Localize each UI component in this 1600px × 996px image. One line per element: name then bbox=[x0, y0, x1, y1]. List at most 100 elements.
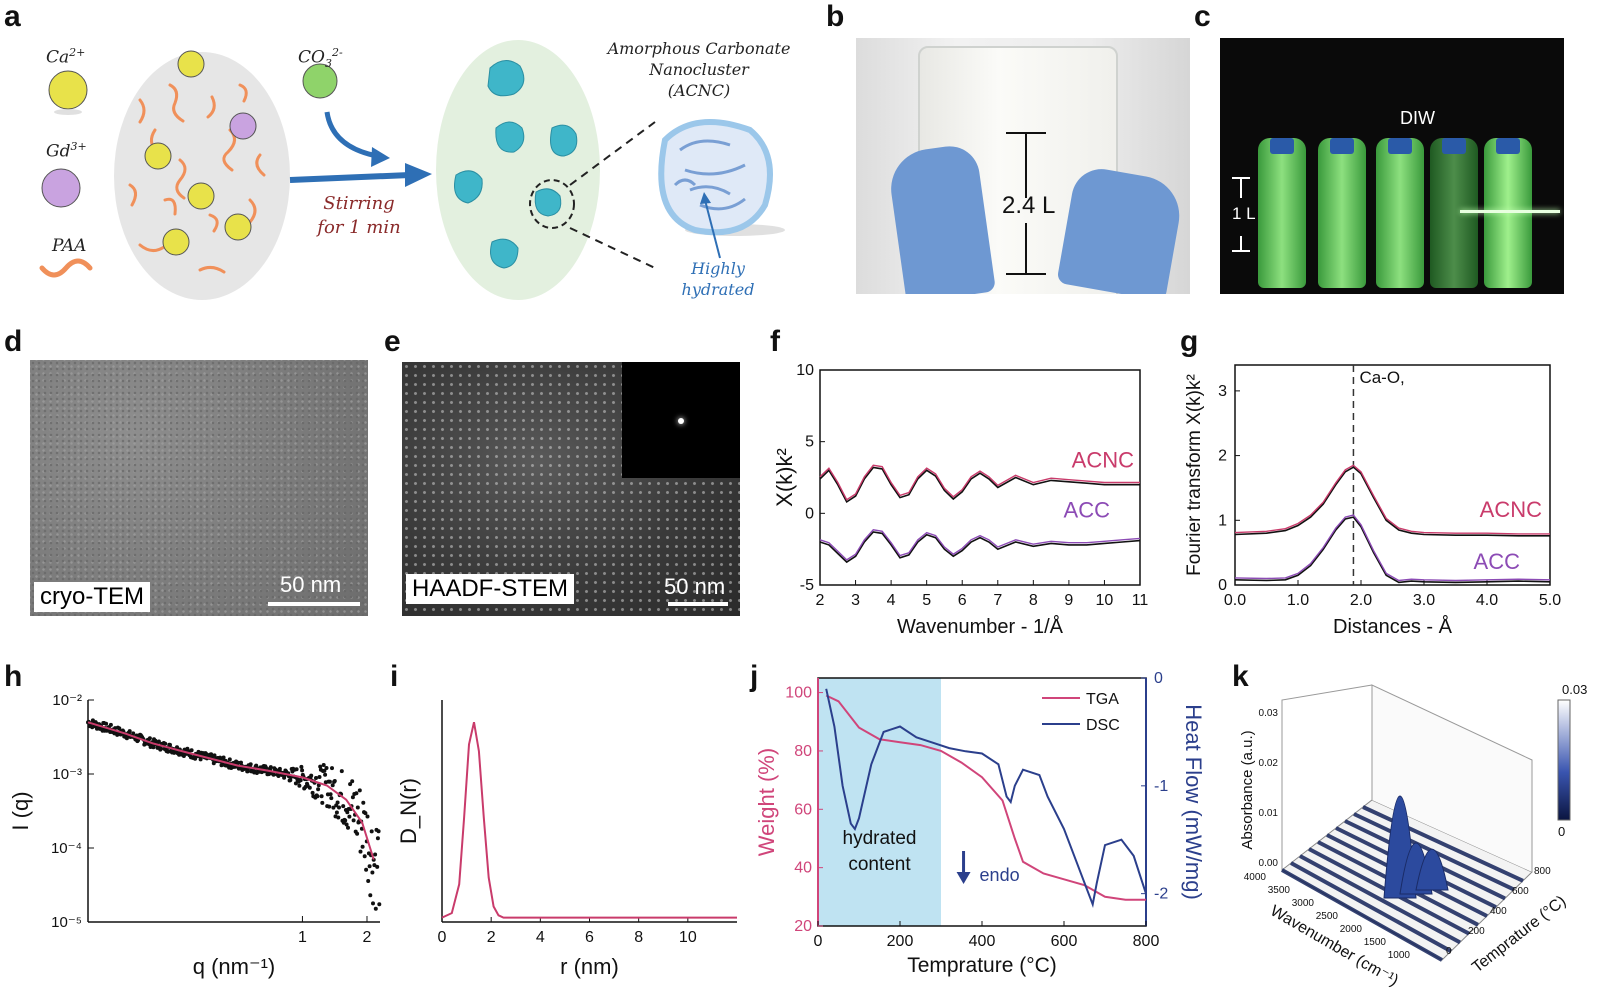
j-legend-dsc: DSC bbox=[1086, 717, 1120, 734]
h-data-point bbox=[347, 814, 352, 819]
f-series-black-ACNC bbox=[819, 466, 1140, 504]
cryo-tem-scale-text: 50 nm bbox=[280, 572, 342, 597]
j-ytick-label: 40 bbox=[794, 860, 812, 877]
zoom-line-top bbox=[569, 121, 656, 186]
one-liter-marker bbox=[1232, 177, 1250, 252]
j-ytick2-label: 0 bbox=[1154, 670, 1163, 687]
bottles-photo: DIW 1 L bbox=[1220, 38, 1564, 294]
h-data-point bbox=[319, 794, 324, 799]
k-xtick-label: 1000 bbox=[1388, 950, 1411, 961]
j-ytick2-label: -1 bbox=[1154, 778, 1168, 795]
h-data-point bbox=[318, 764, 323, 769]
k-ztick-label: 0 bbox=[1446, 946, 1452, 957]
h-data-point bbox=[317, 775, 322, 779]
h-data-point bbox=[294, 767, 299, 772]
panel-label-k: k bbox=[1232, 660, 1249, 693]
hydrated-pointer-head bbox=[700, 192, 711, 204]
h-data-point bbox=[322, 768, 327, 773]
h-data-point bbox=[350, 795, 355, 800]
f-plot-frame bbox=[819, 369, 1141, 586]
h-data-point bbox=[336, 815, 341, 820]
h-data-point bbox=[248, 762, 253, 767]
k-ztick-label: 600 bbox=[1512, 886, 1529, 897]
volume-marker bbox=[1006, 132, 1046, 275]
j-ytick-label: 60 bbox=[794, 801, 812, 818]
k-ztick-label: 800 bbox=[1534, 866, 1551, 877]
gd-ion bbox=[229, 112, 257, 140]
h-data-point bbox=[363, 811, 368, 816]
h-data-point bbox=[366, 879, 371, 883]
h-data-point bbox=[351, 818, 356, 823]
panel-label-g: g bbox=[1180, 325, 1199, 358]
h-data-point bbox=[373, 852, 378, 857]
h-data-point bbox=[108, 722, 113, 727]
h-data-point bbox=[320, 800, 325, 805]
g-xtick-label: 5.0 bbox=[1539, 592, 1561, 609]
panel-label-j: j bbox=[750, 660, 759, 693]
h-data-point bbox=[358, 849, 363, 854]
h-data-point bbox=[127, 729, 132, 734]
h-data-point bbox=[288, 778, 293, 783]
chart-i-distribution: 0 2 4 6 8 10 r (nm) D_N(r) bbox=[396, 700, 737, 979]
h-data-point bbox=[375, 836, 380, 841]
g-xtick-label: 3.0 bbox=[1413, 592, 1435, 609]
f-xtick-label: 3 bbox=[851, 592, 860, 609]
f-legend-acc: ACC bbox=[1064, 498, 1111, 523]
h-data-point bbox=[245, 769, 250, 774]
h-data-point bbox=[156, 739, 161, 744]
h-ytick-label: 10⁻⁵ bbox=[51, 914, 82, 931]
h-data-point bbox=[264, 765, 268, 770]
diffraction-inset bbox=[622, 362, 740, 478]
h-data-point bbox=[344, 822, 349, 827]
g-xtick-label: 2.0 bbox=[1350, 592, 1372, 609]
panel-label-b: b bbox=[826, 0, 845, 33]
i-xtick-label: 8 bbox=[634, 929, 643, 946]
h-xtick-label: 2 bbox=[363, 929, 372, 946]
g-xtick-label: 4.0 bbox=[1476, 592, 1498, 609]
k-data-ridge bbox=[1281, 868, 1443, 962]
h-data-point bbox=[147, 736, 152, 741]
g-ytick-label: 1 bbox=[1218, 512, 1227, 529]
h-data-point bbox=[367, 864, 372, 869]
k-data-ridge bbox=[1299, 854, 1461, 945]
f-series-black-ACC bbox=[819, 531, 1141, 564]
i-xtick-label: 10 bbox=[679, 929, 697, 946]
ca-label: Ca2+ bbox=[46, 46, 86, 68]
j-xlabel: Temprature (°C) bbox=[907, 954, 1057, 977]
k-ytick-label: 0.00 bbox=[1259, 858, 1279, 869]
panel-label-d: d bbox=[4, 325, 23, 358]
panel-label-i: i bbox=[390, 660, 399, 693]
f-xtick-label: 7 bbox=[993, 592, 1002, 609]
k-back-wall bbox=[1371, 684, 1533, 872]
ca-ions bbox=[144, 50, 252, 256]
h-data-point bbox=[330, 783, 335, 788]
f-ytick-label: 5 bbox=[805, 434, 814, 451]
gd-label: Gd3+ bbox=[46, 140, 87, 162]
j-legend-tga: TGA bbox=[1086, 691, 1119, 708]
k-ytick-label: 0.01 bbox=[1259, 808, 1279, 819]
h-data-point bbox=[332, 779, 337, 783]
f-xtick-label: 4 bbox=[887, 592, 896, 609]
h-fit-line bbox=[87, 721, 375, 860]
f-series-ACNC bbox=[819, 464, 1140, 501]
h-data-point bbox=[175, 745, 179, 750]
i-ylabel: D_N(r) bbox=[396, 778, 421, 844]
h-data-point bbox=[327, 804, 332, 809]
f-xtick-label: 6 bbox=[958, 592, 967, 609]
h-data-point bbox=[331, 805, 336, 810]
h-data-point bbox=[368, 893, 373, 898]
diw-label: DIW bbox=[1400, 108, 1435, 128]
k-colorbar-min: 0 bbox=[1558, 824, 1565, 839]
h-data-point bbox=[104, 721, 109, 726]
f-ytick-label: 0 bbox=[805, 505, 814, 522]
h-data-point bbox=[236, 760, 241, 765]
hydrated-label: Highly hydrated bbox=[681, 259, 755, 299]
h-data-point bbox=[343, 818, 348, 823]
co3-arrowhead bbox=[371, 147, 390, 167]
h-data-point bbox=[124, 736, 129, 741]
h-data-point bbox=[321, 763, 326, 767]
h-data-point bbox=[227, 757, 232, 762]
g-legend-acc: ACC bbox=[1474, 549, 1521, 574]
acnc-title: Amorphous Carbonate Nanocluster (ACNC) bbox=[607, 39, 791, 100]
paa-legend-icon bbox=[39, 258, 93, 278]
